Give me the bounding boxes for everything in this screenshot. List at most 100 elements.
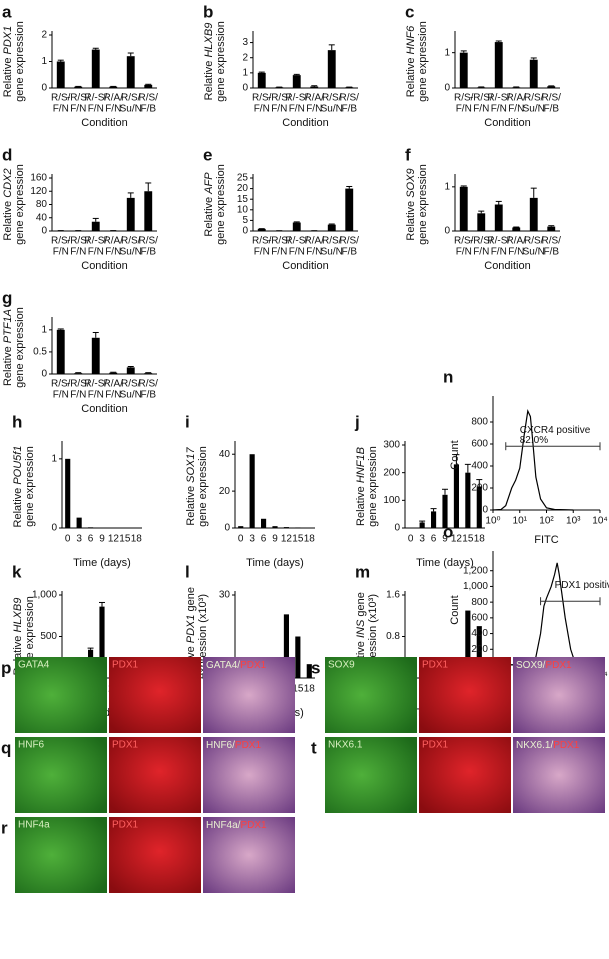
panel-letter: f: [405, 145, 411, 164]
merge-label: NKX6.1/PDX1: [516, 740, 580, 751]
x-tick-label: R/-S/: [487, 236, 510, 247]
x-tick-label: F/N: [456, 247, 472, 258]
merged-channel: [203, 657, 295, 733]
y-tick-label: 40: [219, 449, 231, 460]
x-tick-label: F/N: [105, 390, 121, 401]
bar: [431, 511, 437, 528]
x-tick-label: 3: [419, 534, 425, 545]
x-axis-label: FITC: [534, 534, 558, 546]
x-tick-label: R/S/: [139, 236, 159, 247]
x-tick-label: F/B: [140, 390, 156, 401]
merged-channel: [513, 737, 605, 813]
y-tick-label: 2: [41, 30, 47, 41]
x-tick-label: F/N: [88, 247, 104, 258]
x-tick-label: Su/N: [523, 104, 545, 115]
bar: [257, 72, 266, 88]
y-tick-label: 800: [471, 417, 488, 428]
x-tick-label: 10⁰: [485, 516, 500, 527]
y-axis-label-part: Relative: [405, 198, 417, 241]
merge-label-part: PDX1: [553, 740, 580, 751]
x-tick-label: R/S/: [51, 93, 71, 104]
x-tick-label: F/B: [140, 247, 156, 258]
y-axis-label: gene expression: [215, 164, 227, 245]
bar: [547, 226, 556, 231]
x-tick-label: -R/S/: [268, 236, 291, 247]
y-axis-label: Relative PDX1: [2, 26, 14, 98]
x-tick-label: R/S/: [51, 236, 71, 247]
y-axis-label: Relative AFP: [203, 172, 215, 237]
x-tick-label: F/B: [341, 104, 357, 115]
bar: [74, 86, 83, 88]
panel-letter: t: [311, 738, 317, 757]
y-axis-label-part: gene expression: [14, 307, 26, 388]
x-tick-label: R/S/: [121, 93, 141, 104]
merge-label-part: PDX1: [240, 660, 267, 671]
bar: [99, 606, 105, 678]
y-axis-label-part: CDX2: [2, 168, 14, 197]
y-tick-label: 80: [36, 199, 48, 210]
y-tick-label: 5: [242, 215, 248, 226]
panel-letter: h: [12, 412, 22, 431]
bar: [257, 228, 266, 231]
merge-label-part: SOX9/: [516, 660, 546, 671]
bar: [345, 188, 354, 231]
bar: [109, 372, 118, 374]
x-axis-label: Condition: [81, 260, 127, 272]
channel-label: NKX6.1: [328, 740, 363, 751]
y-tick-label: 1,000: [32, 590, 57, 601]
y-tick-label: 800: [471, 597, 488, 608]
merge-label: SOX9/PDX1: [516, 660, 572, 671]
x-tick-label: R/S/: [51, 379, 71, 390]
merge-label-part: NKX6.1/: [516, 740, 553, 751]
x-tick-label: R/S/: [121, 379, 141, 390]
x-tick-label: F/N: [88, 104, 104, 115]
x-tick-label: F/N: [491, 104, 507, 115]
x-axis-label: Time (days): [416, 557, 474, 569]
panel-letter: p: [1, 658, 11, 677]
x-tick-label: R/S/: [340, 236, 360, 247]
panel-letter: s: [311, 658, 320, 677]
bar: [91, 221, 100, 231]
y-axis-label-part: SOX9: [405, 168, 417, 197]
bar: [126, 197, 135, 231]
x-tick-label: R/S/: [524, 236, 544, 247]
x-tick-label: F/B: [543, 104, 559, 115]
y-tick-label: 1: [444, 47, 450, 58]
merge-label-part: HNF4a/: [206, 820, 241, 831]
y-axis-label: Count: [449, 440, 461, 469]
panel-letter: g: [2, 288, 12, 307]
x-tick-label: R/S/: [139, 379, 159, 390]
x-tick-label: 18: [474, 534, 486, 545]
y-tick-label: 20: [237, 183, 249, 194]
y-tick-label: 1: [51, 453, 57, 464]
bar: [76, 517, 82, 528]
panel-letter: l: [185, 562, 190, 581]
x-tick-label: F/N: [254, 104, 270, 115]
x-tick-label: R/A/: [507, 93, 527, 104]
y-axis-label: Relative CDX2: [2, 168, 14, 240]
x-tick-label: F/N: [53, 104, 69, 115]
panel-letter: o: [443, 522, 453, 541]
y-axis-label-part: Relative: [203, 58, 215, 101]
y-axis-label: Relative PTF1A: [2, 309, 14, 386]
y-tick-label: 1: [242, 67, 248, 78]
bar: [283, 527, 289, 528]
x-tick-label: 10⁴: [592, 516, 607, 527]
x-tick-label: F/N: [271, 247, 287, 258]
y-axis-label: gene expression: [417, 164, 429, 245]
bar: [453, 464, 459, 528]
bar: [442, 494, 448, 528]
x-axis-label: Condition: [81, 117, 127, 129]
red-channel: [109, 817, 201, 893]
y-axis-label-part: SOX17: [185, 446, 197, 482]
y-tick-label: 600: [471, 612, 488, 623]
y-axis-label-part: gene expression: [197, 446, 209, 527]
x-tick-label: F/N: [306, 104, 322, 115]
y-axis-label-part: PDX1: [2, 26, 14, 55]
y-tick-label: 0.5: [33, 347, 47, 358]
x-axis-label: Condition: [484, 117, 530, 129]
x-tick-label: 10²: [539, 516, 554, 527]
x-tick-label: F/N: [473, 104, 489, 115]
x-tick-label: F/B: [140, 104, 156, 115]
y-axis-label-part: Count: [449, 440, 461, 469]
